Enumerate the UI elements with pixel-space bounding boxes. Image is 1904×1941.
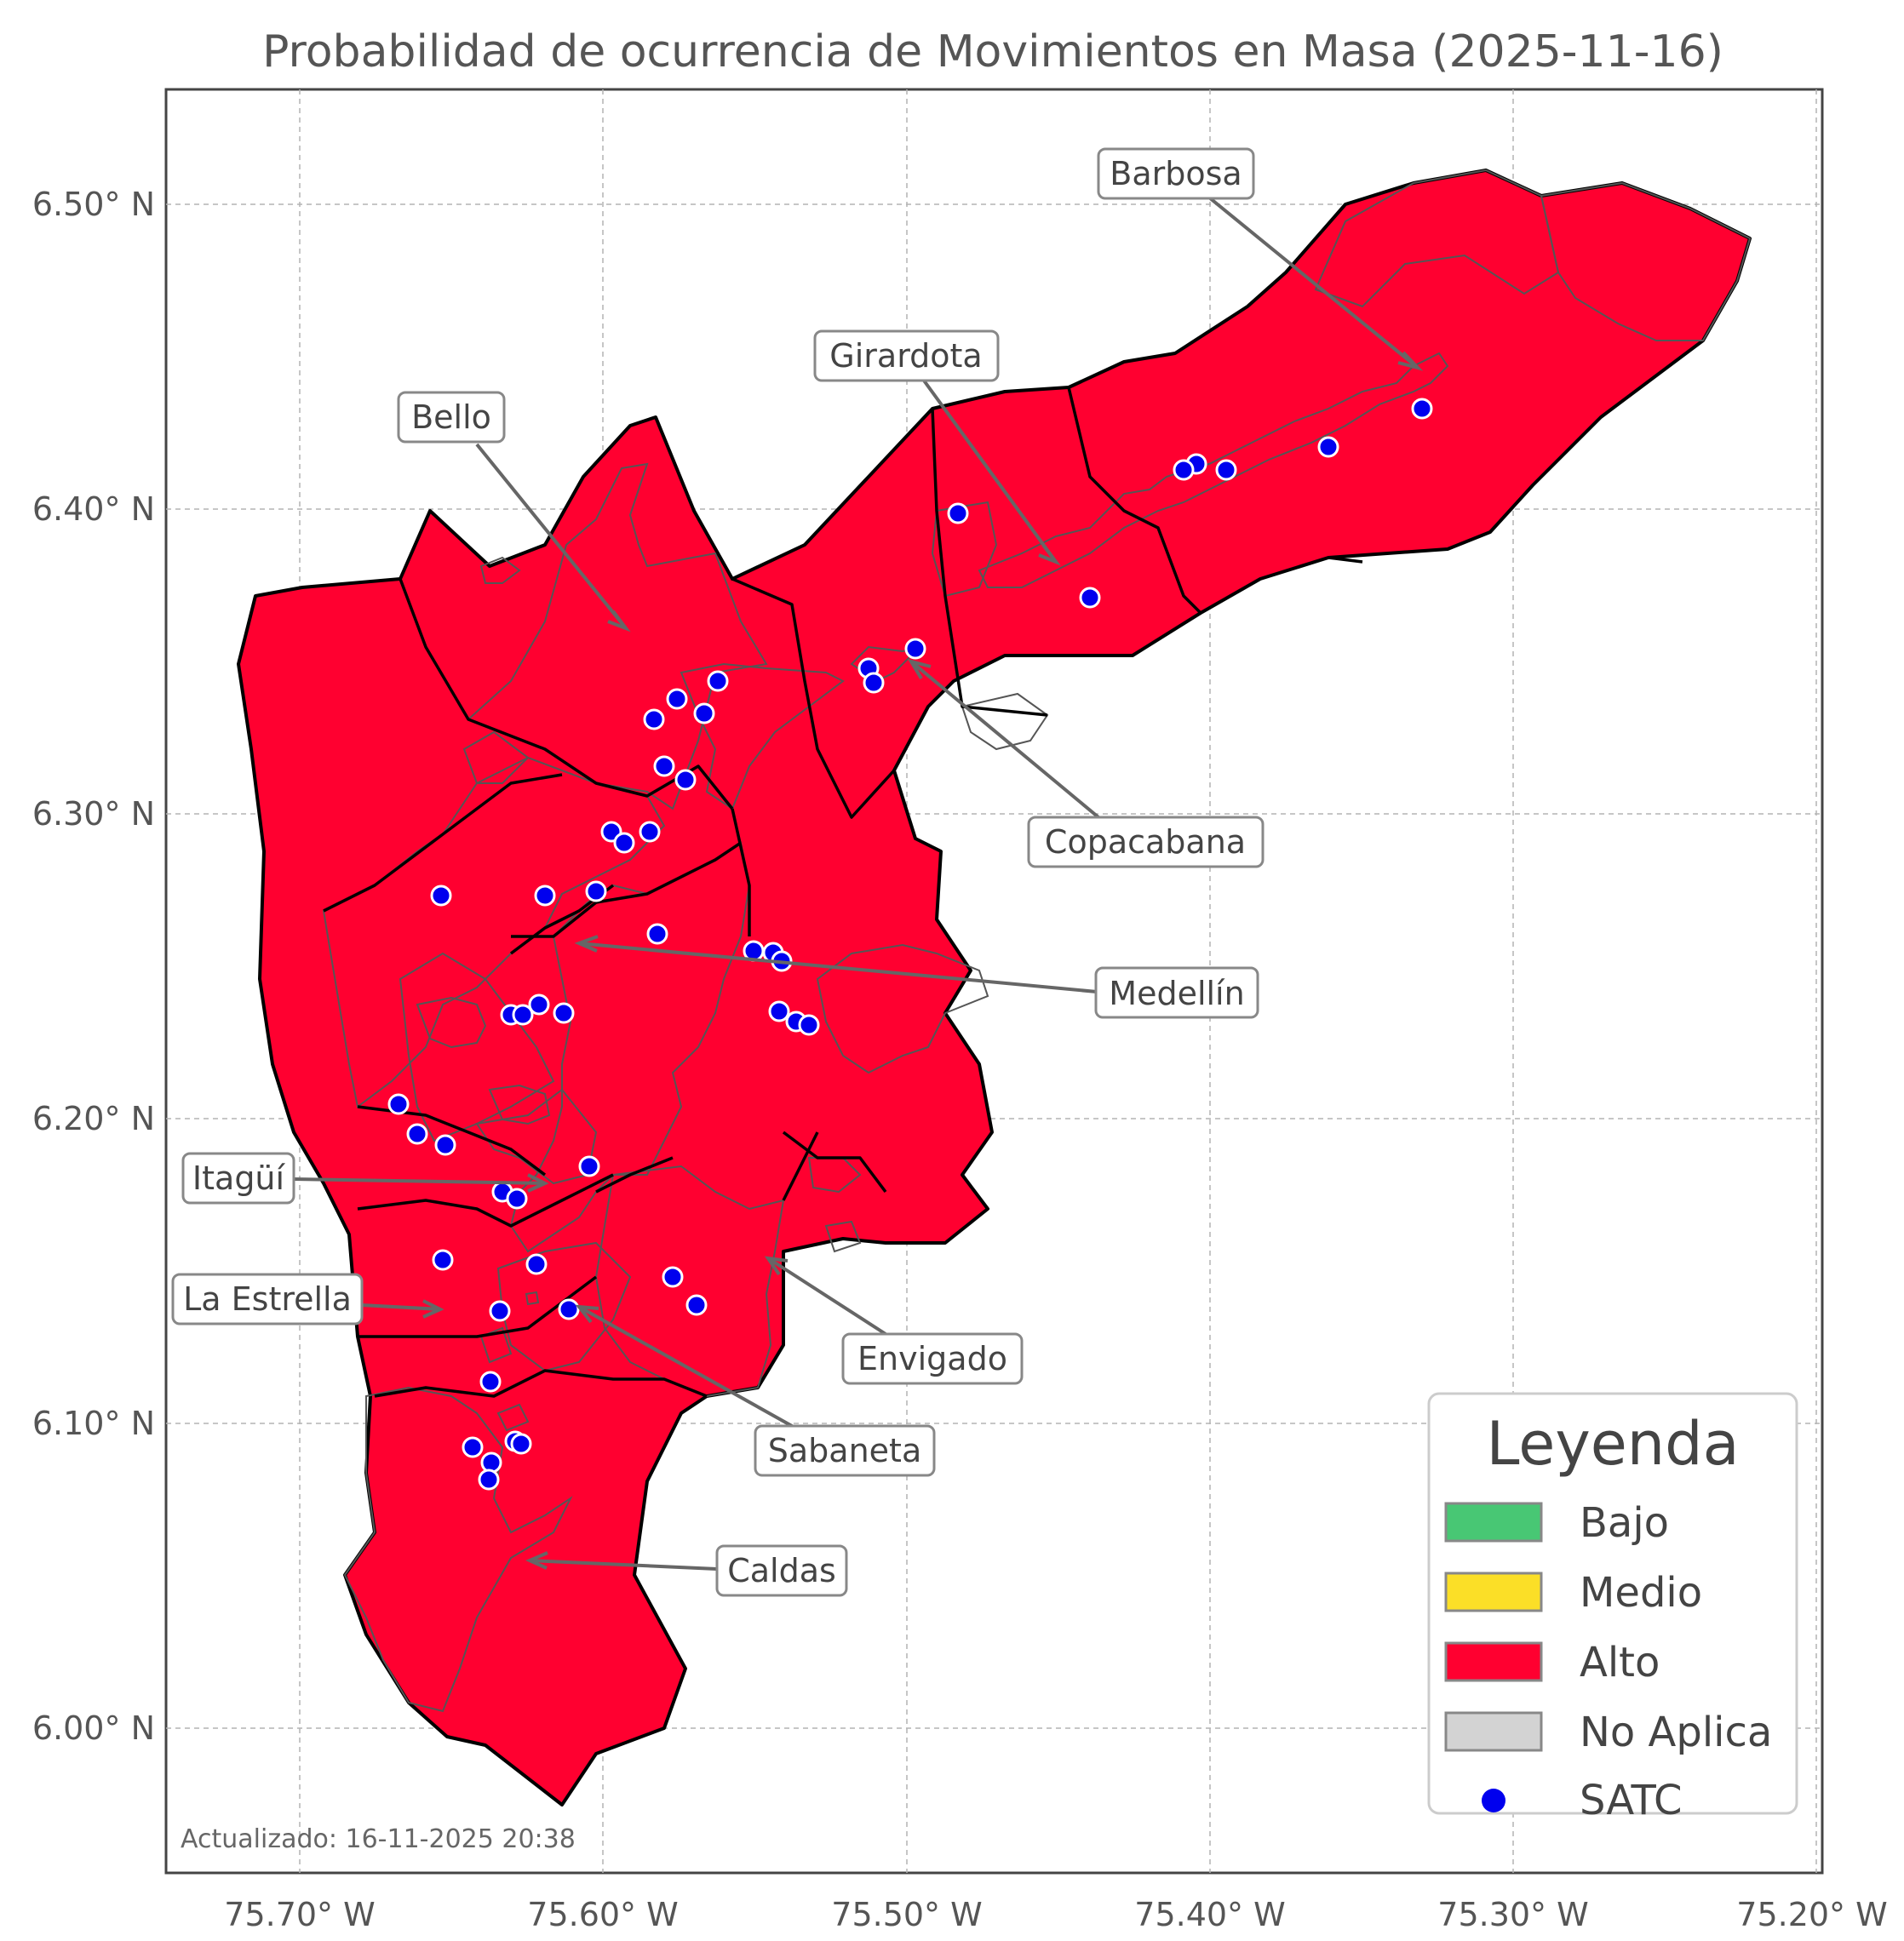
label-box-la-estrella <box>171 1273 364 1325</box>
legend-title: Leyenda <box>1486 1409 1739 1479</box>
satc-station <box>904 638 926 660</box>
satc-station <box>643 708 665 730</box>
label-box-copacabana <box>1027 816 1265 868</box>
label-box-caldas <box>715 1544 848 1597</box>
legend-swatch-bajo <box>1444 1502 1543 1543</box>
risk-map <box>237 169 1752 1806</box>
satc-station <box>512 1004 534 1026</box>
region-alto-base <box>237 169 1752 1806</box>
satc-station <box>666 688 688 710</box>
municipality-labels: Barbosa Girardota Bello Copacabana Medel… <box>171 147 1424 1597</box>
legend-label-satc: SATC <box>1580 1777 1683 1824</box>
label-bello: Bello <box>411 398 491 436</box>
satc-station <box>662 1266 684 1288</box>
x-tick-label: 75.70° W <box>224 1896 375 1933</box>
satc-station <box>553 1002 575 1024</box>
x-axis-ticks: 75.70° W 75.60° W 75.50° W 75.40° W 75.3… <box>224 1896 1887 1933</box>
updated-timestamp: Actualizado: 16-11-2025 20:38 <box>181 1824 576 1854</box>
satc-station <box>1317 436 1339 458</box>
satc-station <box>432 1249 454 1271</box>
satc-station <box>1411 398 1433 420</box>
satc-station <box>1215 459 1237 481</box>
region-bajo <box>416 996 551 1306</box>
satc-station <box>480 1451 502 1474</box>
label-box-medellin <box>1094 966 1259 1019</box>
satc-station <box>674 769 697 791</box>
label-girardota: Girardota <box>829 337 982 375</box>
satc-station <box>585 880 607 902</box>
satc-station <box>653 755 675 777</box>
legend-swatch-medio <box>1444 1572 1543 1612</box>
label-barbosa: Barbosa <box>1110 155 1242 192</box>
satc-station <box>947 502 969 524</box>
legend: Leyenda Bajo Medio Alto No Aplica SATC <box>1427 1392 1798 1824</box>
municipal-boundaries <box>323 386 1363 1398</box>
satc-station <box>646 923 668 945</box>
satc-station <box>534 885 556 907</box>
satc-station <box>510 1433 532 1455</box>
satc-station <box>434 1134 456 1156</box>
satc-station <box>506 1188 528 1210</box>
label-box-envigado <box>841 1332 1024 1385</box>
label-box-girardota <box>813 329 1000 382</box>
label-la-estrella: La Estrella <box>183 1280 352 1318</box>
y-tick-label: 6.10° N <box>32 1405 155 1442</box>
satc-station <box>768 1000 790 1022</box>
label-box-itagui <box>181 1152 295 1205</box>
satc-stations <box>387 398 1433 1491</box>
y-tick-label: 6.50° N <box>32 186 155 223</box>
satc-station <box>613 832 635 854</box>
satc-station <box>578 1155 600 1177</box>
legend-label-no-aplica: No Aplica <box>1580 1709 1772 1756</box>
satc-station <box>479 1371 502 1393</box>
x-tick-label: 75.50° W <box>831 1896 982 1933</box>
satc-station <box>707 670 729 692</box>
satc-station <box>693 702 715 724</box>
label-box-sabaneta <box>754 1424 936 1477</box>
legend-label-medio: Medio <box>1580 1569 1702 1617</box>
legend-swatch-alto <box>1444 1641 1543 1682</box>
x-tick-label: 75.20° W <box>1736 1896 1887 1933</box>
satc-station <box>525 1253 548 1275</box>
y-tick-label: 6.30° N <box>32 795 155 833</box>
label-envigado: Envigado <box>857 1340 1007 1377</box>
satc-station <box>528 993 550 1016</box>
x-tick-label: 75.40° W <box>1134 1896 1285 1933</box>
y-tick-label: 6.40° N <box>32 490 155 528</box>
satc-station <box>1173 459 1195 481</box>
legend-label-bajo: Bajo <box>1580 1499 1669 1547</box>
y-tick-label: 6.20° N <box>32 1100 155 1137</box>
label-box-barbosa <box>1097 147 1255 200</box>
satc-station <box>558 1298 580 1320</box>
satc-station <box>406 1123 428 1145</box>
y-axis-ticks: 6.50° N 6.40° N 6.30° N 6.20° N 6.10° N … <box>32 186 155 1747</box>
satc-station <box>798 1014 820 1036</box>
label-itagui: Itagüí <box>192 1159 286 1197</box>
satc-station <box>489 1300 511 1322</box>
x-tick-label: 75.30° W <box>1437 1896 1588 1933</box>
legend-marker-satc <box>1482 1789 1505 1812</box>
legend-swatch-no-aplica <box>1444 1711 1543 1752</box>
satc-station <box>462 1436 484 1458</box>
y-tick-label: 6.00° N <box>32 1709 155 1747</box>
label-box-bello <box>397 391 506 444</box>
satc-station <box>863 672 885 694</box>
satc-station <box>639 821 661 843</box>
map-title: Probabilidad de ocurrencia de Movimiento… <box>262 26 1723 77</box>
label-caldas: Caldas <box>727 1552 836 1589</box>
x-tick-label: 75.60° W <box>527 1896 678 1933</box>
satc-station <box>430 885 452 907</box>
satc-station <box>478 1469 500 1491</box>
legend-label-alto: Alto <box>1580 1639 1660 1686</box>
label-copacabana: Copacabana <box>1045 823 1246 861</box>
satc-station <box>1079 587 1101 609</box>
label-medellin: Medellín <box>1109 975 1244 1012</box>
satc-station <box>685 1294 708 1316</box>
legend-frame <box>1427 1392 1798 1815</box>
label-sabaneta: Sabaneta <box>768 1432 921 1469</box>
satc-station <box>387 1093 410 1115</box>
